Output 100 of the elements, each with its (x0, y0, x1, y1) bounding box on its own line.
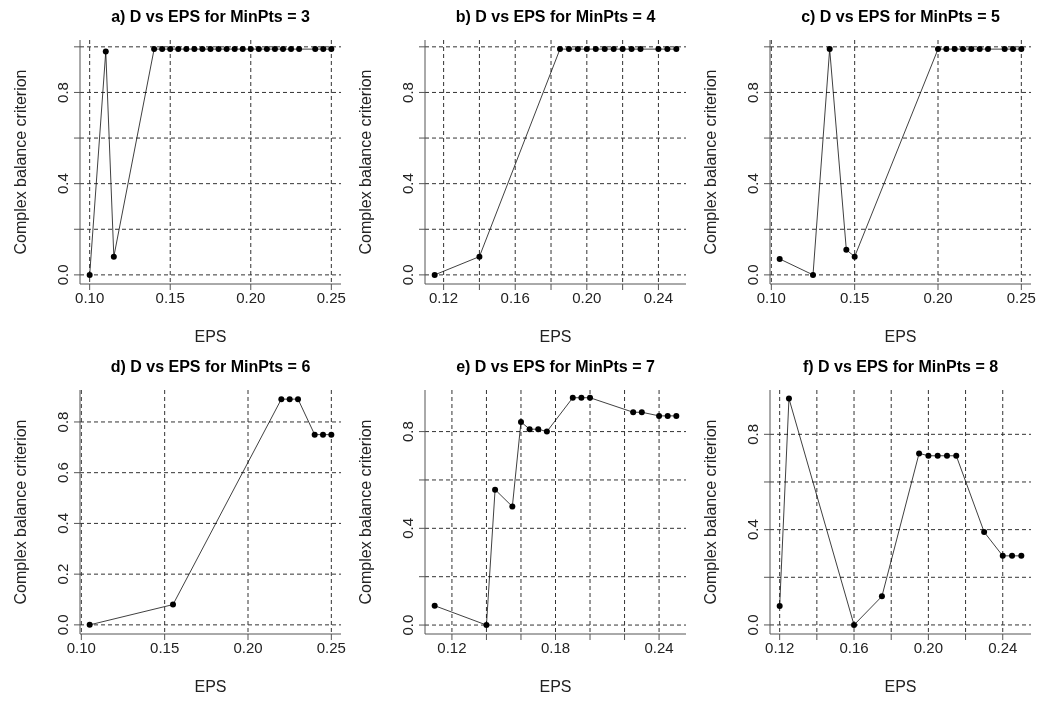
point (655, 46, 662, 53)
point (483, 622, 490, 629)
y-tick-label: 0.8 (399, 82, 416, 103)
point (619, 46, 626, 53)
y-tick-label: 0.0 (744, 614, 761, 636)
x-tick-label: 0.24 (644, 638, 674, 656)
point (110, 253, 117, 260)
x-tick-label: 0.24 (988, 638, 1018, 656)
x-tick-label: 0.20 (233, 638, 263, 656)
y-axis-title: Complex balance criterion (356, 69, 374, 255)
point (231, 46, 238, 53)
y-axis-title: Complex balance criterion (11, 419, 29, 605)
point (981, 529, 988, 536)
point (207, 46, 214, 53)
y-tick-label: 0.8 (744, 423, 761, 445)
point (239, 46, 246, 53)
point (843, 246, 850, 253)
x-tick-label: 0.18 (540, 638, 571, 656)
point (288, 46, 295, 53)
chart-title: c) D vs EPS for MinPts = 5 (800, 8, 1001, 27)
point (999, 552, 1006, 559)
point (183, 46, 190, 53)
point (592, 46, 599, 53)
point (664, 46, 671, 53)
y-tick-label: 0.8 (54, 411, 71, 433)
x-tick-label: 0.12 (437, 638, 467, 656)
point (159, 46, 166, 53)
point (255, 46, 262, 53)
chart-title: b) D vs EPS for MinPts = 4 (454, 8, 657, 27)
point (656, 412, 663, 419)
point (286, 396, 293, 403)
point (296, 46, 303, 53)
point (556, 46, 563, 53)
x-axis-title: EPS (539, 678, 572, 695)
point (630, 409, 637, 416)
y-axis-title: Complex balance criterion (356, 419, 374, 605)
point (638, 409, 645, 416)
point (934, 452, 941, 459)
point (295, 396, 301, 403)
point (565, 46, 572, 53)
point (569, 394, 576, 401)
x-tick-label: 0.24 (643, 288, 674, 306)
point (935, 46, 941, 53)
point (601, 46, 608, 53)
point (175, 46, 182, 53)
y-tick-label: 0.0 (399, 264, 416, 286)
point (968, 46, 975, 53)
x-axis-title: EPS (194, 328, 227, 345)
point (86, 271, 93, 278)
y-tick-label: 0.0 (54, 614, 71, 636)
point (943, 46, 950, 53)
x-tick-label: 0.15 (155, 288, 185, 306)
point (191, 46, 198, 53)
point (878, 593, 885, 600)
point (776, 602, 783, 609)
y-tick-label: 0.4 (744, 173, 761, 195)
y-tick-label: 0.4 (54, 512, 71, 534)
x-tick-label: 0.16 (500, 288, 530, 306)
point (810, 271, 816, 278)
point (583, 46, 590, 53)
x-tick-label: 0.10 (756, 288, 786, 306)
point (278, 396, 285, 403)
x-tick-label: 0.25 (1006, 288, 1036, 306)
x-axis-title: EPS (539, 328, 572, 345)
point (610, 46, 617, 53)
point (509, 503, 516, 510)
point (587, 394, 594, 401)
x-axis-title: EPS (884, 678, 917, 695)
y-tick-label: 0.0 (54, 264, 71, 286)
point (311, 431, 318, 438)
x-tick-label: 0.10 (66, 638, 96, 656)
point (574, 46, 581, 53)
point (215, 46, 222, 53)
point (263, 46, 270, 53)
x-tick-label: 0.15 (840, 288, 870, 306)
y-axis-title: Complex balance criterion (11, 69, 29, 255)
point (223, 46, 230, 53)
y-tick-label: 0.4 (399, 517, 416, 539)
point (517, 418, 524, 425)
x-tick-label: 0.16 (839, 638, 869, 656)
point (320, 431, 326, 438)
point (543, 428, 550, 435)
y-tick-label: 0.8 (54, 82, 71, 103)
point (328, 46, 335, 53)
point (960, 46, 966, 53)
point (826, 46, 833, 53)
chart-title: a) D vs EPS for MinPts = 3 (110, 8, 311, 27)
x-tick-label: 0.25 (316, 638, 346, 656)
point (320, 46, 327, 53)
x-tick-label: 0.20 (572, 288, 602, 306)
point (535, 426, 542, 433)
chart-title: e) D vs EPS for MinPts = 7 (455, 358, 656, 377)
point (953, 452, 960, 459)
x-tick-label: 0.15 (150, 638, 180, 656)
point (1018, 552, 1025, 559)
x-tick-label: 0.10 (75, 288, 105, 306)
point (925, 452, 932, 459)
point (328, 431, 335, 438)
y-tick-label: 0.0 (399, 614, 416, 636)
x-axis-title: EPS (194, 678, 227, 695)
